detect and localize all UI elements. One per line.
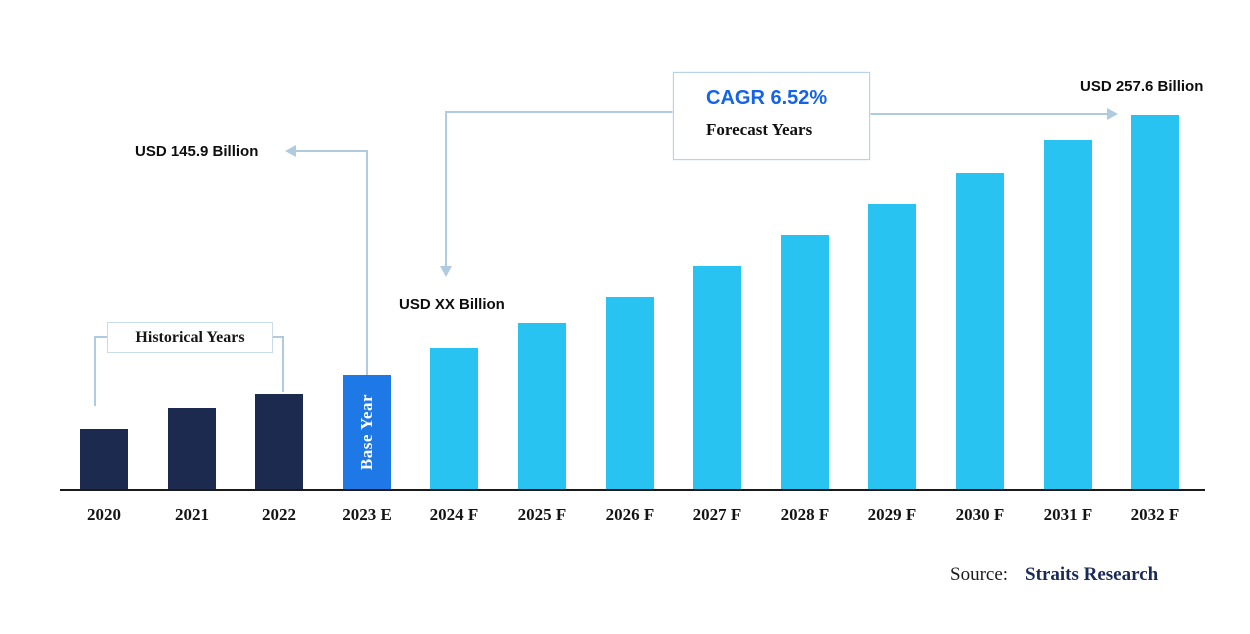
source-name: Straits Research xyxy=(1025,564,1159,585)
bar-2027-f xyxy=(693,266,741,489)
cagr-callout-box: CAGR 6.52% Forecast Years xyxy=(673,72,870,160)
x-label-2021: 2021 xyxy=(175,505,209,524)
bar-2023-e xyxy=(343,375,391,489)
x-label-2026-f: 2026 F xyxy=(605,505,655,524)
bar-2024-f xyxy=(430,348,478,489)
x-label-2029-f: 2029 F xyxy=(867,505,917,524)
historical-bracket-left-h xyxy=(95,336,108,338)
bar-2020 xyxy=(80,429,128,489)
cagr-value: CAGR 6.52% xyxy=(706,87,828,109)
arrow-left-icon xyxy=(285,145,296,157)
x-label-2027-f: 2027 F xyxy=(692,505,742,524)
bar-2025-f xyxy=(518,323,566,489)
axis-line xyxy=(60,489,1205,491)
bar-2030-f xyxy=(956,173,1004,489)
connector-line-cagr-right-h xyxy=(870,113,1108,115)
x-label-2030-f: 2030 F xyxy=(955,505,1005,524)
base-year-label: Base Year xyxy=(343,375,391,489)
bar-2022 xyxy=(255,394,303,489)
x-label-2024-f: 2024 F xyxy=(429,505,479,524)
connector-line-cagr-left-h xyxy=(446,111,673,113)
historical-bracket-right-h xyxy=(272,336,284,338)
bar-2026-f xyxy=(606,297,654,489)
forecast-years-label: Forecast Years xyxy=(706,120,813,139)
bar-2028-f xyxy=(781,235,829,489)
bar-2021 xyxy=(168,408,216,489)
value-label-2032: USD 257.6 Billion xyxy=(1080,78,1204,95)
arrow-down-icon xyxy=(440,266,452,277)
bar-2031-f xyxy=(1044,140,1092,489)
bar-2032-f xyxy=(1131,115,1179,489)
x-label-2031-f: 2031 F xyxy=(1043,505,1093,524)
x-label-2032-f: 2032 F xyxy=(1130,505,1180,524)
source-attribution: Source: Straits Research xyxy=(950,564,1158,586)
x-label-2023-e: 2023 E xyxy=(342,505,392,524)
base-year-text: Base Year xyxy=(357,393,376,471)
arrow-right-icon xyxy=(1107,108,1118,120)
historical-years-box: Historical Years xyxy=(107,322,273,353)
x-label-2025-f: 2025 F xyxy=(517,505,567,524)
x-label-2020: 2020 xyxy=(87,505,121,524)
connector-line-cagr-left-v xyxy=(445,111,447,266)
source-label: Source: xyxy=(950,564,1009,585)
historical-bracket-right-v xyxy=(282,336,284,392)
x-label-2028-f: 2028 F xyxy=(780,505,830,524)
connector-line-2023-v xyxy=(366,150,368,375)
value-label-2023: USD 145.9 Billion xyxy=(135,143,259,160)
connector-line-2023-h xyxy=(295,150,367,152)
historical-bracket-left-v xyxy=(94,336,96,406)
value-label-2024: USD XX Billion xyxy=(399,296,505,313)
bar-2029-f xyxy=(868,204,916,489)
x-label-2022: 2022 xyxy=(262,505,296,524)
